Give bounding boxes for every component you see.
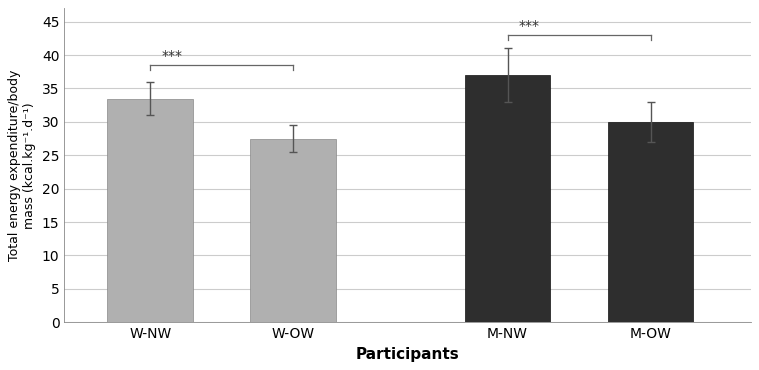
- Bar: [107, 98, 193, 322]
- Text: ***: ***: [518, 19, 540, 33]
- Bar: [250, 139, 336, 322]
- Bar: [465, 75, 550, 322]
- Bar: [608, 122, 694, 322]
- X-axis label: Participants: Participants: [356, 347, 459, 361]
- Text: ***: ***: [161, 49, 182, 63]
- Y-axis label: Total energy expenditure/body
mass (kcal.kg⁻¹.d⁻¹): Total energy expenditure/body mass (kcal…: [8, 70, 36, 261]
